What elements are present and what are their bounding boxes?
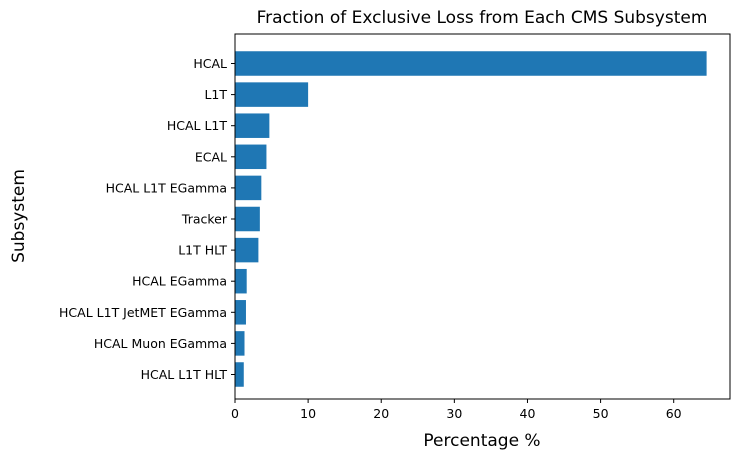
bars (235, 51, 707, 387)
x-tick-label: 20 (373, 406, 389, 421)
x-tick-label: 0 (231, 406, 239, 421)
x-tick-label: 50 (593, 406, 609, 421)
y-tick-label: HCAL L1T JetMET EGamma (59, 305, 227, 320)
x-tick-label: 30 (446, 406, 462, 421)
y-tick-label: HCAL L1T EGamma (106, 180, 227, 195)
bar-hcal-l1t-hlt (235, 362, 244, 387)
x-tick-label: 10 (300, 406, 316, 421)
y-tick-label: HCAL Muon EGamma (94, 336, 227, 351)
bar-ecal (235, 144, 267, 170)
y-ticks: HCAL L1T HCAL L1T ECAL HCAL L1T EGamma Tracke… (59, 56, 235, 382)
bar-hcal-muon-egamma (235, 331, 245, 356)
bar-hcal-l1t (235, 113, 270, 138)
x-ticks: 0 10 20 30 40 50 60 (231, 399, 682, 421)
bar-hcal-egamma (235, 268, 247, 294)
bar-hcal-l1t-egamma (235, 175, 262, 201)
y-tick-label: HCAL L1T HLT (141, 367, 228, 382)
y-tick-label: HCAL EGamma (132, 274, 227, 289)
y-tick-label: ECAL (195, 149, 227, 164)
y-tick-label: Tracker (181, 212, 228, 227)
bar-hcal-l1t-jetmet-egamma (235, 300, 246, 325)
x-axis-title: Percentage % (423, 431, 540, 451)
y-tick-label: HCAL L1T (167, 118, 228, 133)
y-tick-label: HCAL (193, 56, 227, 71)
y-tick-label: L1T (204, 87, 227, 102)
y-tick-label: L1T HLT (178, 243, 227, 258)
x-tick-label: 40 (520, 406, 536, 421)
bar-tracker (235, 206, 260, 232)
bar-l1t-hlt (235, 237, 259, 263)
bar-l1t (235, 82, 309, 107)
bar-hcal (235, 51, 707, 76)
chart-title: Fraction of Exclusive Loss from Each CMS… (257, 8, 708, 28)
x-tick-label: 60 (666, 406, 682, 421)
plot-frame (234, 33, 731, 400)
y-axis-title: Subsystem (9, 169, 29, 263)
